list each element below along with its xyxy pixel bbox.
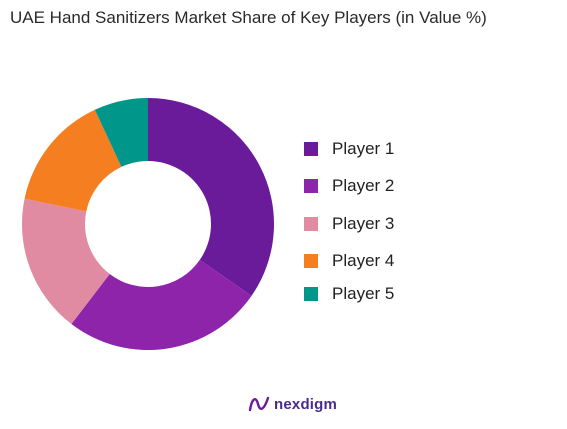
legend-swatch [304,179,318,193]
slice-player-5 [94,98,148,167]
slice-player-1 [148,98,274,296]
legend-swatch [304,254,318,268]
legend-label: Player 4 [332,251,395,270]
legend-item-player-2: Player 2 [304,175,394,197]
legend-label: Player 3 [332,214,395,233]
legend-swatch [304,287,318,301]
legend-label: Player 1 [332,139,395,158]
slice-player-3 [21,198,110,325]
legend-item-player-5: Player 5 [304,283,394,305]
chart-title: UAE Hand Sanitizers Market Share of Key … [10,8,487,27]
legend-item-player-3: Player 3 [304,213,394,235]
slice-player-4 [24,109,122,212]
legend-swatch [304,217,318,231]
legend-item-player-1: Player 1 [304,138,394,160]
brand-name: nexdigm [274,395,338,413]
legend-item-player-4: Player 4 [304,250,394,272]
nexdigm-logo-icon [248,396,270,412]
brand-logo: nexdigm [248,394,337,414]
legend-swatch [304,142,318,156]
legend-label: Player 2 [332,176,395,195]
slice-player-2 [71,259,252,351]
legend-label: Player 5 [332,284,395,303]
